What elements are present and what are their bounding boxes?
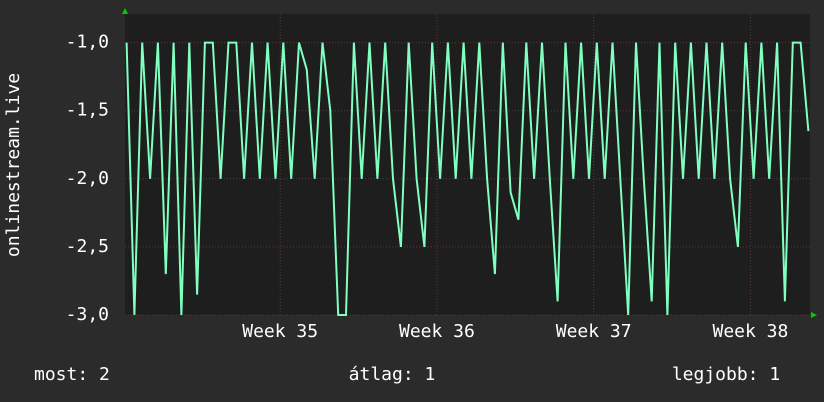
footer-stat: átlag: 1 [349,364,436,385]
y-tick-label: -2,0 [66,168,109,189]
y-axis-label: onlinestream.live [3,73,24,257]
x-tick-label: Week 37 [556,321,632,342]
axis-arrow [122,8,128,14]
footer-stat: legjobb: 1 [672,364,780,385]
x-tick-label: Week 35 [242,321,318,342]
y-tick-label: -1,5 [66,100,109,121]
footer-stat: most: 2 [34,364,110,385]
x-tick-label: Week 36 [399,321,475,342]
y-tick-label: -3,0 [66,304,109,325]
plot-area [125,14,810,315]
y-tick-label: -1,0 [66,32,109,53]
y-tick-label: -2,5 [66,236,109,257]
x-tick-label: Week 38 [713,321,789,342]
axis-arrow [811,312,817,318]
data-line [125,41,810,316]
